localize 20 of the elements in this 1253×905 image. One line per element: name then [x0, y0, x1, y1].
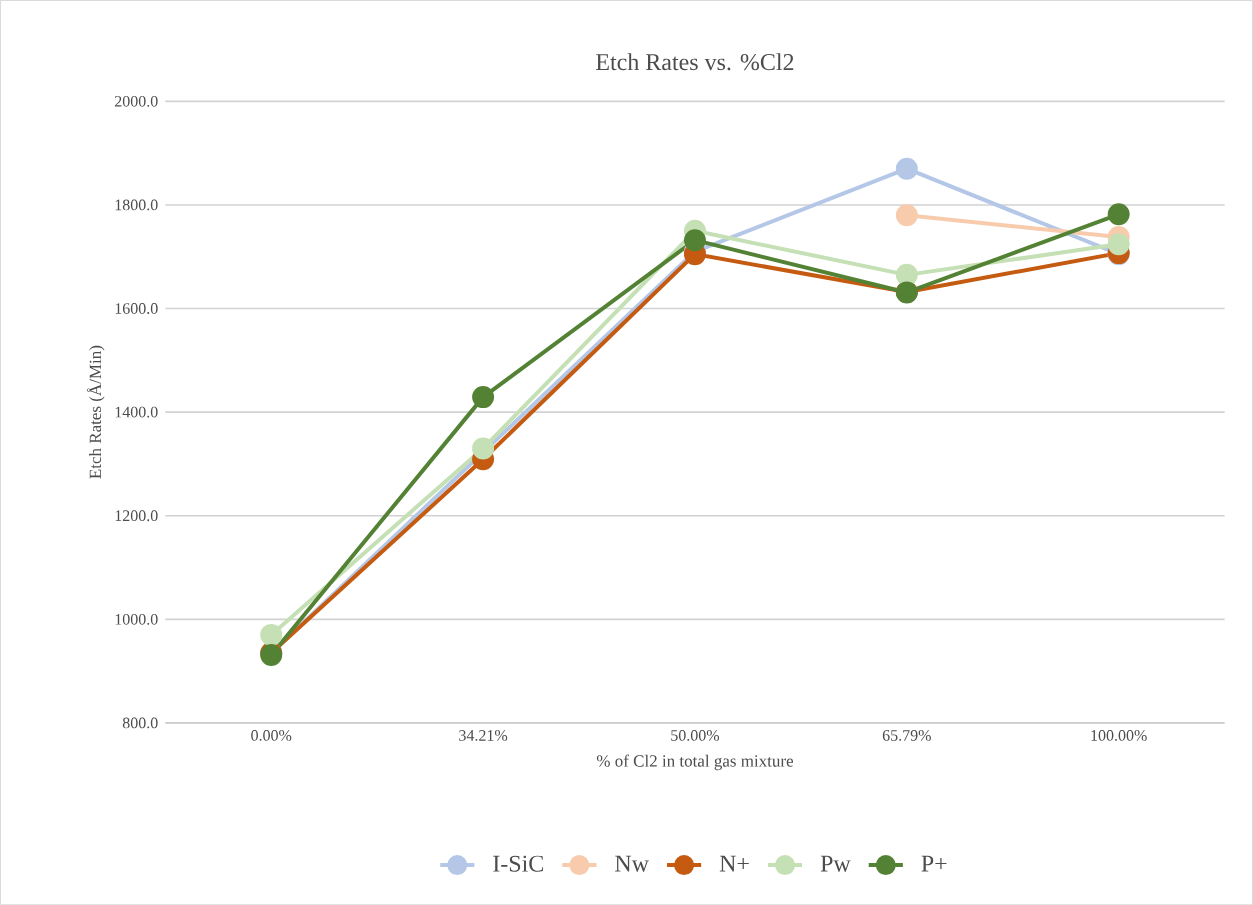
legend-label: P+ — [921, 855, 947, 872]
x-tick-label: 50.00% — [671, 729, 720, 741]
x-tick-label: 0.00% — [251, 729, 292, 741]
y-tick-label: 1800.0 — [115, 199, 158, 211]
y-tick-label: 2000.0 — [114, 95, 158, 107]
y-tick-label: 800.0 — [122, 717, 158, 729]
y-tick-label: 1000.0 — [115, 613, 158, 625]
y-tick-label: 1200.0 — [115, 510, 158, 522]
chart-title: Etch Rates vs. %Cl2 — [596, 53, 794, 71]
x-tick-label: 65.79% — [882, 729, 931, 741]
legend-label: N+ — [719, 855, 749, 872]
legend-label: Pw — [820, 855, 851, 872]
x-tick-label: 100.00% — [1091, 729, 1147, 741]
x-axis-title: % of Cl2 in total gas mixture — [596, 754, 794, 771]
legend-label: Nw — [615, 855, 649, 872]
legend-label: I-SiC — [493, 855, 543, 872]
y-tick-label: 1600.0 — [115, 303, 158, 314]
x-tick-label: 34.21% — [459, 729, 508, 741]
y-axis-title: Etch Rates (Å/Min) — [87, 345, 105, 479]
y-tick-label: 1400.0 — [115, 406, 158, 418]
